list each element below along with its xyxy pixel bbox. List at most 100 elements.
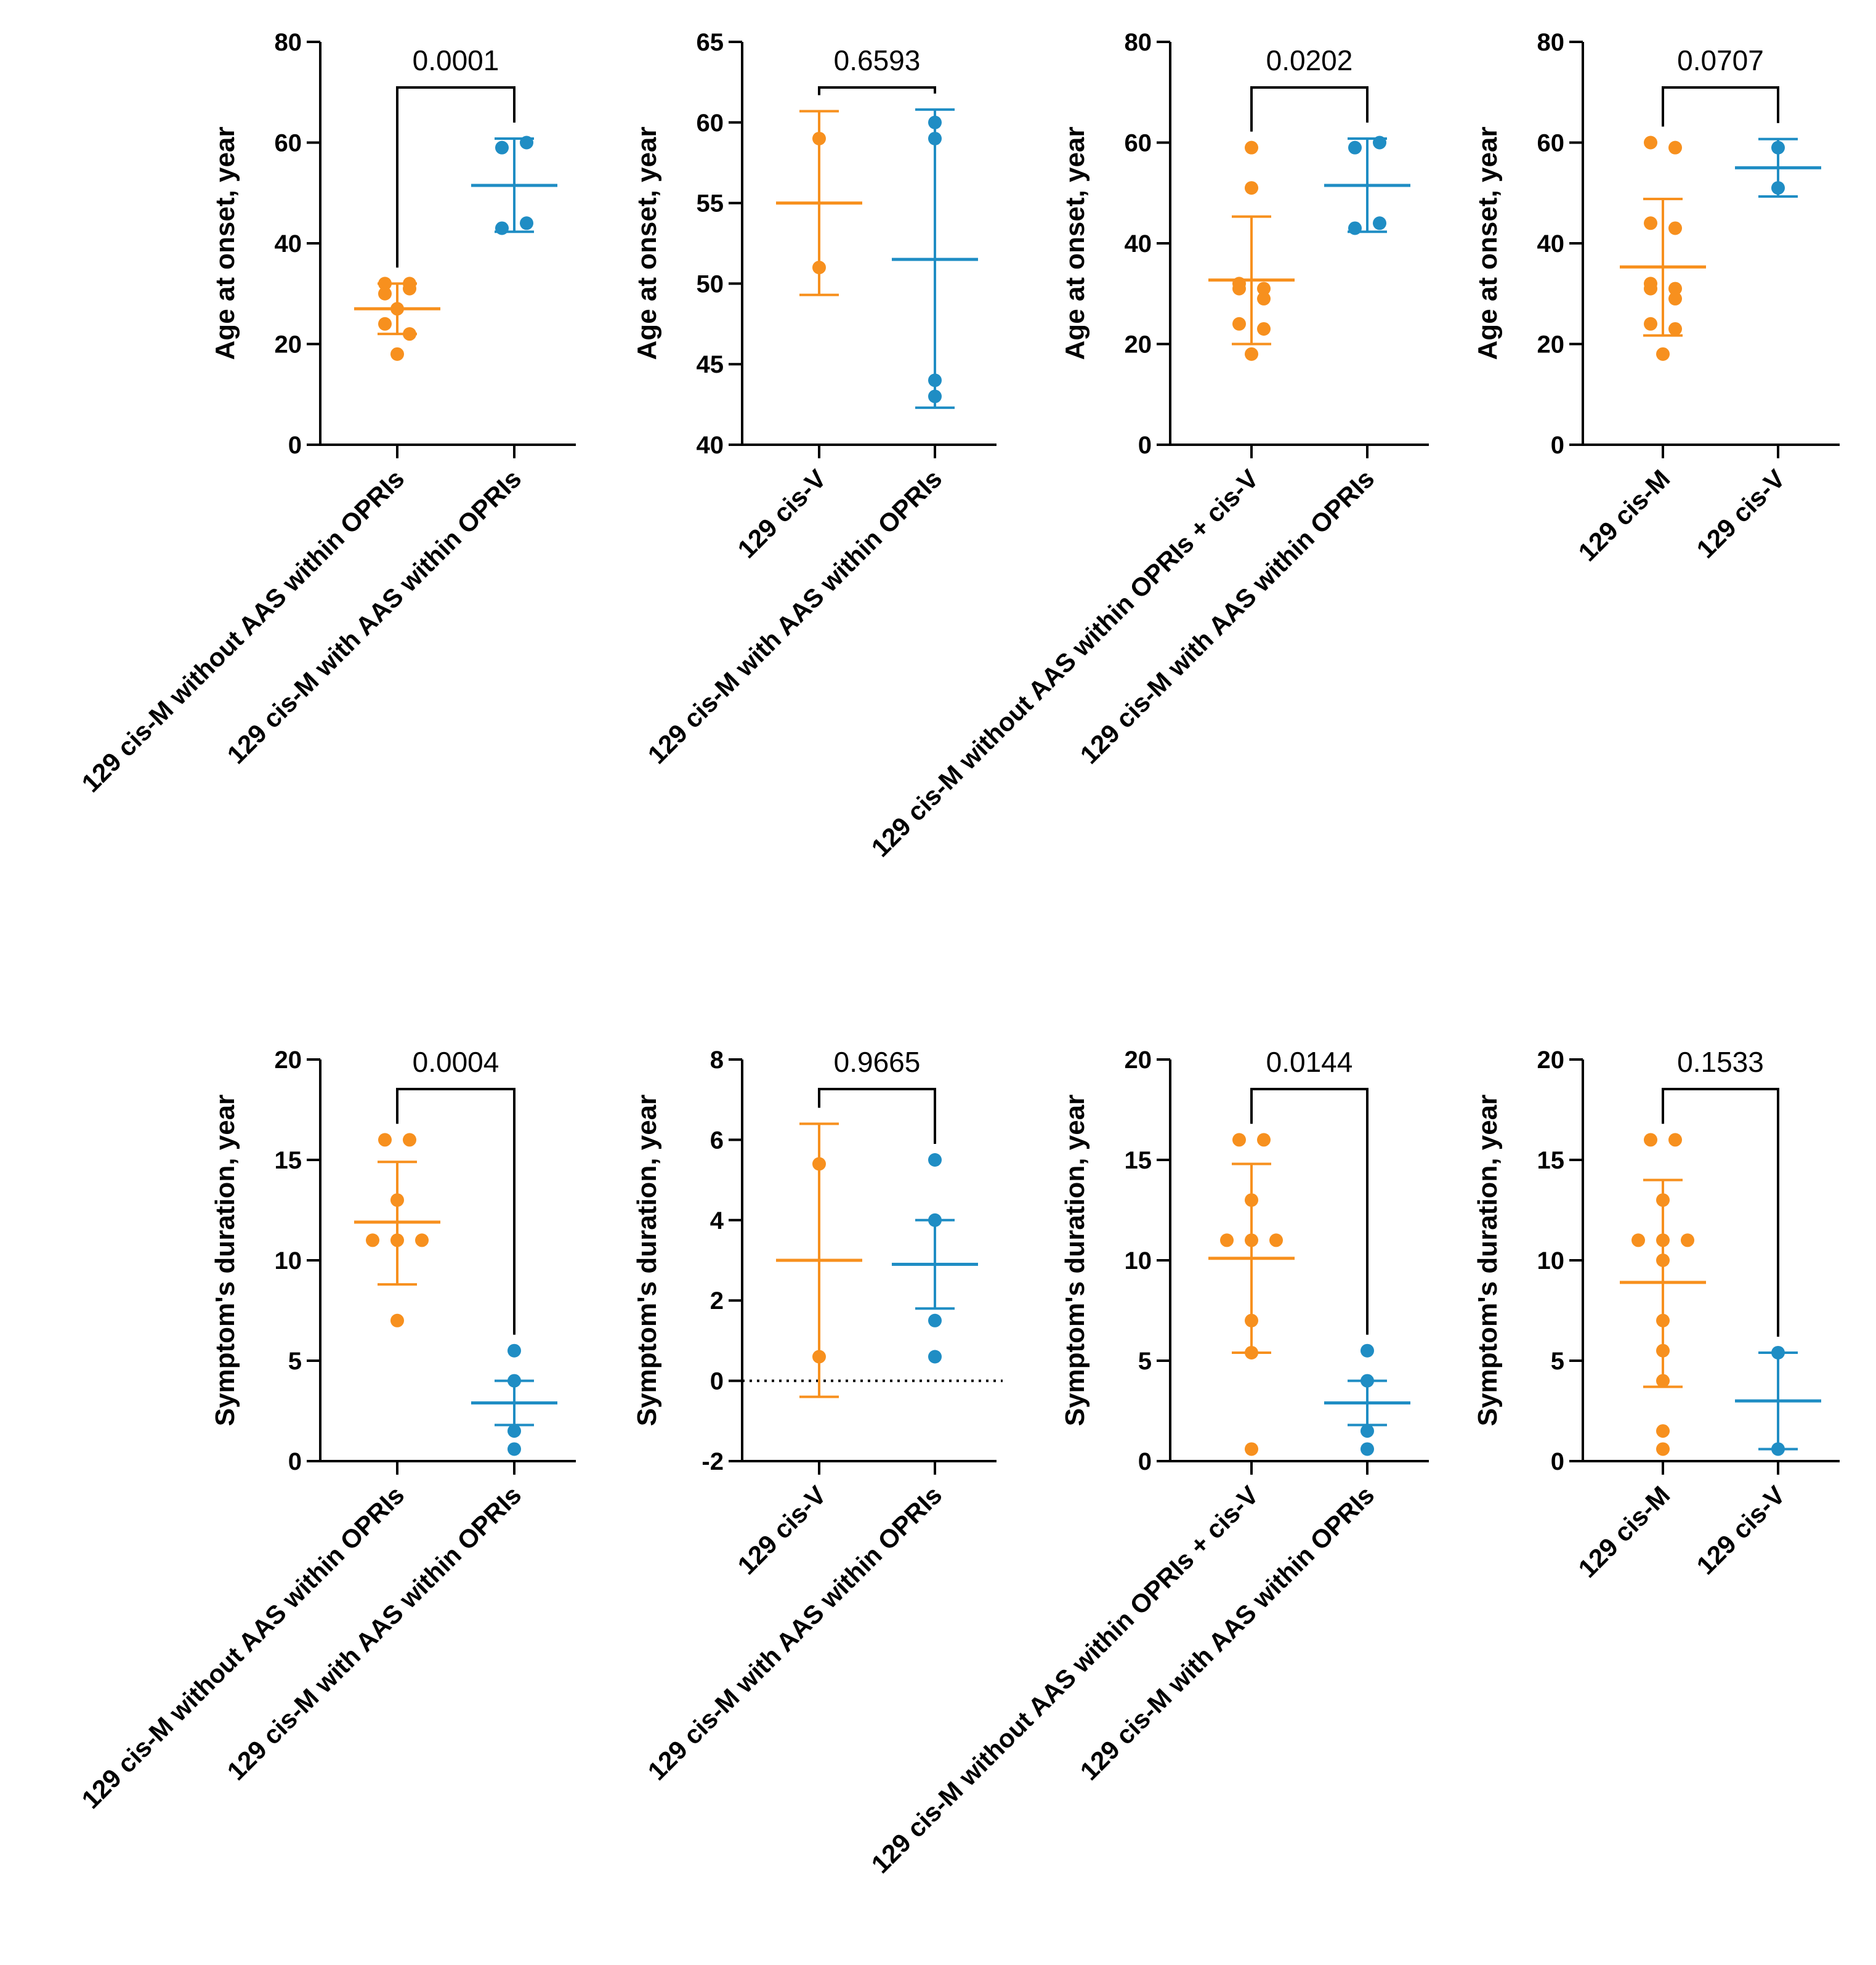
data-point — [928, 115, 942, 129]
data-point — [1348, 140, 1362, 155]
data-point — [507, 1374, 521, 1388]
data-point — [495, 140, 509, 155]
data-point — [1668, 291, 1682, 306]
y-axis-title: Age at onset, year — [1473, 126, 1503, 360]
data-point — [1361, 1442, 1374, 1456]
p-value-label: 0.0202 — [1266, 44, 1353, 76]
y-tick-label: 50 — [697, 270, 724, 298]
series-blue — [892, 108, 978, 409]
data-point — [1257, 322, 1271, 336]
data-point — [1656, 1313, 1670, 1327]
series-blue — [471, 136, 557, 235]
data-point — [1644, 216, 1657, 230]
data-point — [366, 1233, 379, 1247]
y-axis-title: Symptom's duration, year — [1060, 1095, 1090, 1427]
data-point — [1232, 277, 1246, 291]
y-tick-label: 40 — [1537, 230, 1565, 257]
y-tick-label: 0 — [288, 1448, 302, 1475]
data-point — [1656, 1254, 1670, 1267]
y-tick-label: 60 — [1537, 130, 1565, 157]
data-point — [928, 389, 942, 403]
data-point — [378, 317, 392, 331]
data-point — [928, 1350, 942, 1364]
y-tick-label: 20 — [275, 331, 302, 359]
y-axis-title: Symptom's duration, year — [1473, 1095, 1503, 1427]
y-tick-label: 5 — [1551, 1348, 1564, 1375]
data-point — [1668, 140, 1682, 155]
data-point — [507, 1343, 521, 1358]
significance-bracket — [1662, 86, 1779, 127]
series-orange — [1620, 1133, 1706, 1456]
y-tick-label: 20 — [275, 1047, 302, 1074]
p-value-label: 0.0004 — [413, 1046, 499, 1078]
data-point — [1257, 282, 1271, 296]
data-point — [928, 373, 942, 387]
data-point — [390, 347, 404, 361]
p-value-label: 0.0707 — [1677, 44, 1764, 76]
data-point — [1656, 347, 1670, 361]
y-axis-title: Age at onset, year — [632, 126, 662, 360]
data-point — [1644, 136, 1657, 150]
data-point — [1232, 1133, 1246, 1147]
data-point — [1245, 1233, 1258, 1247]
y-tick-label: 60 — [275, 130, 302, 157]
y-tick-label: -2 — [701, 1448, 724, 1475]
y-tick-label: 0 — [1551, 1448, 1564, 1475]
y-tick-label: 0 — [1551, 432, 1564, 459]
y-tick-label: 2 — [710, 1287, 724, 1315]
y-tick-label: 5 — [1138, 1348, 1152, 1375]
y-tick-label: 80 — [1537, 29, 1565, 56]
data-point — [812, 1157, 826, 1171]
data-point — [1644, 277, 1657, 291]
y-tick-label: 20 — [1125, 331, 1152, 359]
data-point — [1245, 1442, 1258, 1456]
data-point — [1771, 140, 1785, 155]
data-point — [1668, 322, 1682, 336]
data-point — [1668, 1133, 1682, 1147]
data-point — [390, 302, 404, 316]
y-tick-label: 80 — [1125, 29, 1152, 56]
y-tick-label: 20 — [1537, 1047, 1565, 1074]
y-tick-label: 15 — [275, 1147, 302, 1174]
y-tick-label: 10 — [1537, 1247, 1565, 1274]
y-tick-label: 0 — [1138, 1448, 1152, 1475]
data-point — [415, 1233, 429, 1247]
data-point — [1644, 317, 1657, 331]
p-value-label: 0.0144 — [1266, 1046, 1353, 1078]
data-point — [390, 1193, 404, 1207]
data-point — [812, 1350, 826, 1364]
data-point — [520, 136, 533, 150]
data-point — [1245, 1345, 1258, 1359]
y-tick-label: 15 — [1537, 1147, 1565, 1174]
p-value-label: 0.1533 — [1677, 1046, 1764, 1078]
y-tick-label: 65 — [697, 29, 724, 56]
y-tick-label: 10 — [1125, 1247, 1152, 1274]
category-label: 129 cis-V — [732, 1480, 831, 1580]
significance-bracket — [1662, 1088, 1779, 1337]
y-axis-title: Age at onset, year — [1060, 126, 1090, 360]
data-point — [1245, 1313, 1258, 1327]
y-tick-label: 5 — [288, 1348, 302, 1375]
y-tick-label: 60 — [697, 110, 724, 137]
data-point — [1681, 1233, 1694, 1247]
data-point — [520, 216, 533, 230]
data-point — [1771, 1442, 1785, 1456]
category-label: 129 cis-M — [1572, 1480, 1675, 1583]
data-point — [1220, 1233, 1234, 1247]
data-point — [1269, 1233, 1283, 1247]
series-blue — [892, 1153, 978, 1364]
data-point — [1245, 347, 1258, 361]
data-point — [378, 277, 392, 291]
y-tick-label: 0 — [1138, 432, 1152, 459]
y-tick-label: 80 — [275, 29, 302, 56]
data-point — [812, 131, 826, 145]
y-tick-label: 20 — [1537, 331, 1565, 359]
y-tick-label: 60 — [1125, 130, 1152, 157]
y-tick-label: 6 — [710, 1127, 724, 1154]
y-tick-label: 55 — [697, 190, 724, 217]
data-point — [403, 1133, 416, 1147]
p-value-label: 0.6593 — [834, 44, 921, 76]
y-tick-label: 0 — [288, 432, 302, 459]
